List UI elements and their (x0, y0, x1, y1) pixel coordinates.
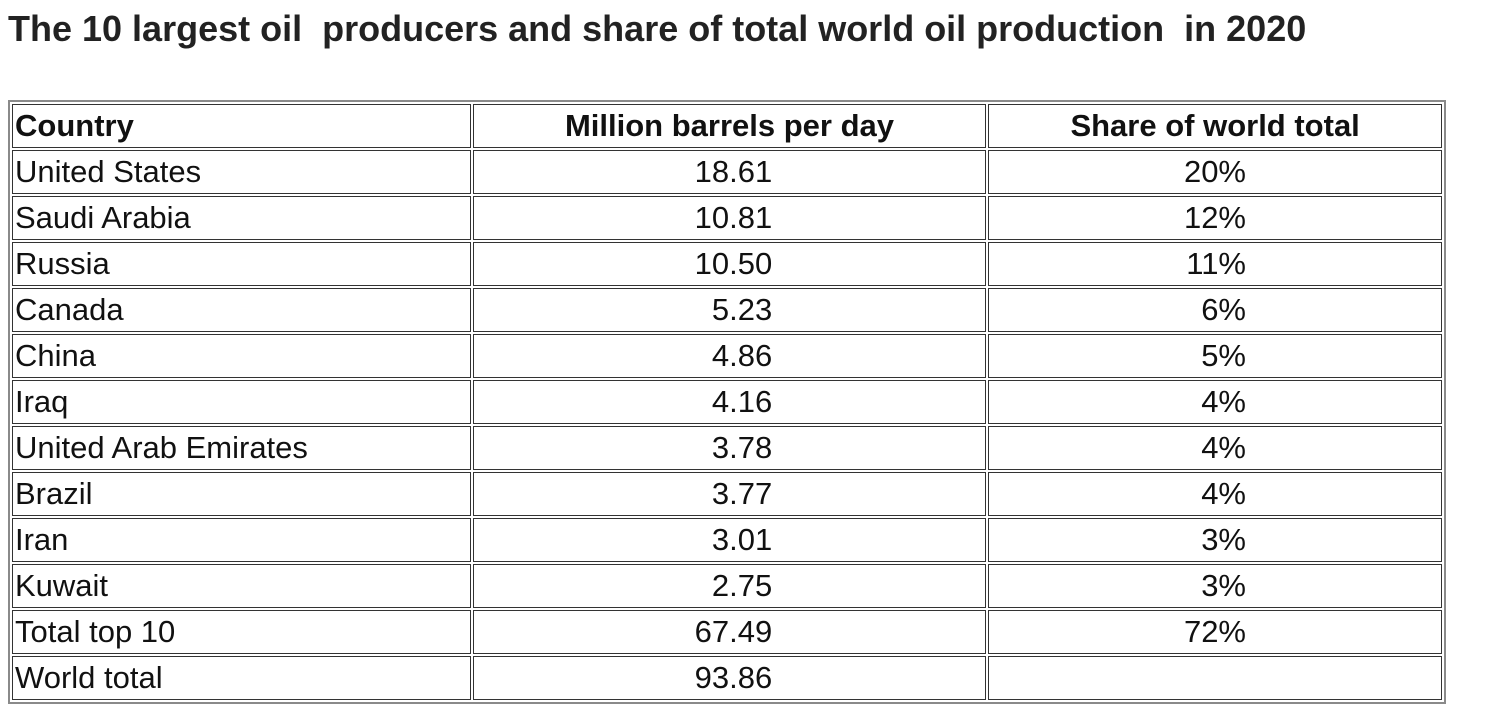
column-header: Share of world total (988, 104, 1442, 148)
table-cell: 3% (988, 518, 1442, 562)
table-body: United States 18.61 20% Saudi Arabia 10.81 12… (12, 150, 1442, 700)
table-cell: Russia (12, 242, 471, 286)
table-row: Total top 10 67.49 72% (12, 610, 1442, 654)
table-row: World total 93.86 (12, 656, 1442, 700)
table-cell: 2.75 (472, 564, 987, 608)
table-cell: 10.50 (472, 242, 987, 286)
table-row: United States 18.61 20% (12, 150, 1442, 194)
table-row: Russia 10.50 11% (12, 242, 1442, 286)
table-cell: 6% (988, 288, 1442, 332)
table: Country Million barrels per day Share of w… (8, 100, 1446, 704)
table-cell: United States (12, 150, 471, 194)
table-cell: 72% (988, 610, 1442, 654)
table-row: United Arab Emirates 3.78 4% (12, 426, 1442, 470)
table-row: Kuwait 2.75 3% (12, 564, 1442, 608)
header-row: Country Million barrels per day Share of w… (12, 104, 1442, 148)
table-cell: United Arab Emirates (12, 426, 471, 470)
table-row: Saudi Arabia 10.81 12% (12, 196, 1442, 240)
empty-cell (988, 656, 1442, 700)
table-cell: 4.86 (472, 334, 987, 378)
table-cell: Iran (12, 518, 471, 562)
table-cell: 4% (988, 472, 1442, 516)
table-cell: 4.16 (472, 380, 987, 424)
table-cell: Saudi Arabia (12, 196, 471, 240)
table-cell: 3% (988, 564, 1442, 608)
table-cell: Iraq (12, 380, 471, 424)
table-cell: 20% (988, 150, 1442, 194)
column-header: Country (12, 104, 471, 148)
table-cell: 5% (988, 334, 1442, 378)
table-cell: 4% (988, 380, 1442, 424)
table-cell: 12% (988, 196, 1442, 240)
table-cell: China (12, 334, 471, 378)
table-row: Brazil 3.77 4% (12, 472, 1442, 516)
table-cell: Total top 10 (12, 610, 471, 654)
table-cell: World total (12, 656, 471, 700)
table-row: China 4.86 5% (12, 334, 1442, 378)
table-cell: 3.77 (472, 472, 987, 516)
table-cell: 3.01 (472, 518, 987, 562)
title: The 10 largest oil producers and share o… (8, 8, 1307, 49)
table-cell: Kuwait (12, 564, 471, 608)
table-cell: 18.61 (472, 150, 987, 194)
table-cell: Brazil (12, 472, 471, 516)
table-cell: 3.78 (472, 426, 987, 470)
table-cell: 67.49 (472, 610, 987, 654)
table-row: Iraq 4.16 4% (12, 380, 1442, 424)
table-cell: 11% (988, 242, 1442, 286)
table-cell: 10.81 (472, 196, 987, 240)
table-row: Iran 3.01 3% (12, 518, 1442, 562)
column-header: Million barrels per day (472, 104, 987, 148)
table-cell: 4% (988, 426, 1442, 470)
table-row: Canada 5.23 6% (12, 288, 1442, 332)
table-cell: 93.86 (472, 656, 987, 700)
table-cell: Canada (12, 288, 471, 332)
table-cell: 5.23 (472, 288, 987, 332)
